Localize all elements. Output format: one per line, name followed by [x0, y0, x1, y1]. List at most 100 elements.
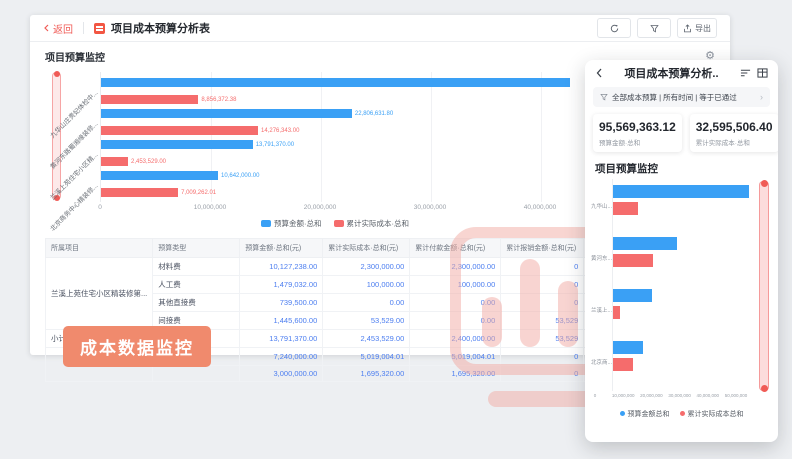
- bar-value-label: 13,791,370.00: [255, 141, 295, 148]
- gridline: [541, 72, 542, 202]
- value-cell: 2,400,000.00: [409, 329, 502, 348]
- panel-data-zoom-slider[interactable]: [759, 180, 769, 392]
- back-chevron-icon: [596, 68, 602, 78]
- bar-row: 10,642,000.00: [101, 171, 570, 180]
- gridline: [321, 72, 322, 202]
- data-zoom-slider[interactable]: [52, 71, 61, 201]
- column-header: 预算金额·总和(元): [239, 238, 324, 258]
- bar-actual[interactable]: [613, 306, 620, 319]
- axis-tick-label: 40,000,000: [523, 204, 557, 211]
- axis-tick-label: 20,000,000: [640, 393, 663, 398]
- bar-row: [613, 341, 753, 354]
- value-cell: 5,019,004.01: [409, 347, 502, 366]
- column-header: 所属项目: [44, 238, 154, 258]
- grid-view-icon[interactable]: [757, 68, 768, 78]
- axis-tick-label: 30,000,000: [668, 393, 691, 398]
- value-cell: 0: [500, 257, 585, 276]
- value-cell: 10,127,238.00: [239, 257, 324, 276]
- value-cell: 53,529: [500, 311, 585, 330]
- mobile-preview-panel: 项目成本预算分析.. 全部成本预算 | 所有时间 | 等于已通过 › 95,56…: [585, 60, 778, 442]
- bar-actual[interactable]: [613, 202, 638, 215]
- bar-actual[interactable]: [613, 254, 654, 267]
- bar-row: 7,009,262.01: [101, 188, 570, 197]
- chart-plot-area: 8,856,372.38 22,806,631.80 14,276,343.00 13…: [100, 72, 570, 202]
- gridline: [431, 72, 432, 202]
- panel-chart: 九华山... 黄河东... 兰溪上... 北京商... 0 10,000,000 20,0…: [591, 179, 772, 407]
- category-label: 兰溪上...: [591, 308, 613, 314]
- stat-card-actual[interactable]: 32,595,506.40 累计实际成本·总和: [689, 114, 778, 152]
- back-button[interactable]: 返回: [43, 21, 73, 36]
- refresh-button[interactable]: [597, 18, 631, 38]
- bar-actual[interactable]: [101, 126, 259, 135]
- legend-dot-blue: [619, 411, 625, 416]
- panel-back-button[interactable]: [595, 68, 603, 78]
- bar-row: 8,856,372.38: [101, 95, 570, 104]
- bar-budget[interactable]: [101, 140, 253, 149]
- filter-button[interactable]: [637, 18, 671, 38]
- value-cell: 2,300,000.00: [409, 257, 502, 276]
- cost-data-monitor-badge: 成本数据监控: [63, 326, 211, 367]
- legend-item-budget[interactable]: 预算金额·总和: [261, 218, 322, 229]
- sort-list-icon[interactable]: [740, 68, 751, 78]
- bar-budget[interactable]: [101, 78, 570, 87]
- column-header: 累计报销金额·总和(元): [500, 238, 585, 258]
- legend-swatch-red: [333, 220, 344, 227]
- filter-text: 全部成本预算 | 所有时间 | 等于已通过: [612, 92, 737, 102]
- back-chevron-icon: [44, 24, 49, 32]
- panel-section-title: 项目预算监控: [595, 163, 658, 175]
- axis-tick-label: 50,000,000: [724, 393, 748, 398]
- column-header: 累计实际成本·总和(元): [322, 238, 411, 258]
- legend-item-actual[interactable]: 累计实际成本·总和: [333, 218, 409, 229]
- window-topbar: 返回 项目成本预算分析表 导出: [30, 15, 730, 42]
- topbar-actions: 导出: [597, 18, 717, 38]
- bar-value-label: 2,453,529.00: [130, 158, 167, 165]
- chart-x-axis: 0 10,000,000 20,000,000 30,000,000 40,000,00…: [98, 204, 570, 214]
- chevron-right-icon: ›: [760, 92, 763, 102]
- value-cell: 0: [500, 293, 585, 312]
- bar-budget[interactable]: [613, 185, 750, 198]
- bar-actual[interactable]: [101, 95, 199, 104]
- bar-actual[interactable]: [613, 358, 633, 371]
- bar-budget[interactable]: [613, 289, 652, 302]
- bar-row: [613, 306, 753, 319]
- budget-type-cell: 人工费: [152, 275, 241, 294]
- bar-actual[interactable]: [101, 188, 179, 197]
- bar-row: 13,791,370.00: [101, 140, 570, 149]
- value-cell: 0.00: [409, 293, 502, 312]
- value-cell: 2,453,529.00: [322, 329, 411, 348]
- stat-label: 累计实际成本·总和: [695, 140, 750, 147]
- value-cell: 100,000.00: [409, 275, 502, 294]
- value-cell: 2,300,000.00: [322, 257, 411, 276]
- axis-tick-label: 10,000,000: [193, 204, 227, 211]
- axis-tick-label: 0: [98, 204, 102, 211]
- panel-x-axis: 0 10,000,000 20,000,000 30,000,000 40,000,00…: [594, 393, 753, 401]
- panel-header: 项目成本预算分析..: [585, 60, 778, 86]
- table-row: 兰溪上苑住宅小区精装修第... 材料费 10,127,238.00 2,300,000…: [44, 257, 674, 330]
- gear-icon[interactable]: ⚙: [705, 50, 715, 62]
- value-cell: 0.00: [409, 311, 502, 330]
- legend-item-actual[interactable]: 累计实际成本总和: [679, 409, 744, 419]
- bar-budget[interactable]: [613, 341, 643, 354]
- section-title: 项目预算监控: [45, 53, 105, 64]
- stat-card-budget[interactable]: 95,569,363.12 预算金额·总和: [593, 114, 682, 152]
- table-header-row: 所属项目 预算类型 预算金额·总和(元) 累计实际成本·总和(元) 累计付款金额·总和(…: [44, 238, 674, 258]
- legend-item-budget[interactable]: 预算金额总和: [619, 409, 670, 419]
- bar-row: [101, 78, 570, 87]
- topbar-divider: [83, 22, 84, 34]
- axis-tick-label: 40,000,000: [696, 393, 720, 398]
- bar-budget[interactable]: [613, 237, 678, 250]
- bar-actual[interactable]: [101, 157, 128, 166]
- value-cell: 53,529.00: [322, 311, 411, 330]
- bar-budget[interactable]: [101, 171, 219, 180]
- bar-budget[interactable]: [101, 109, 352, 118]
- legend-swatch-blue: [261, 220, 271, 227]
- export-button[interactable]: 导出: [677, 18, 717, 38]
- value-cell: 739,500.00: [239, 293, 324, 312]
- bar-value-label: 10,642,000.00: [221, 172, 260, 179]
- axis-tick-label: 10,000,000: [611, 393, 635, 398]
- value-cell: 13,791,370.00: [239, 329, 324, 348]
- budget-monitor-chart: 九华山庄贵妃体检中... 黄河东路蜀湘缘装修... 兰溪上苑住宅小区精... 北京商务…: [30, 66, 730, 234]
- chart-legend: 预算金额·总和 累计实际成本·总和: [100, 218, 570, 229]
- value-cell: 3,000,000.00: [239, 365, 324, 382]
- panel-filter-bar[interactable]: 全部成本预算 | 所有时间 | 等于已通过 ›: [593, 87, 770, 107]
